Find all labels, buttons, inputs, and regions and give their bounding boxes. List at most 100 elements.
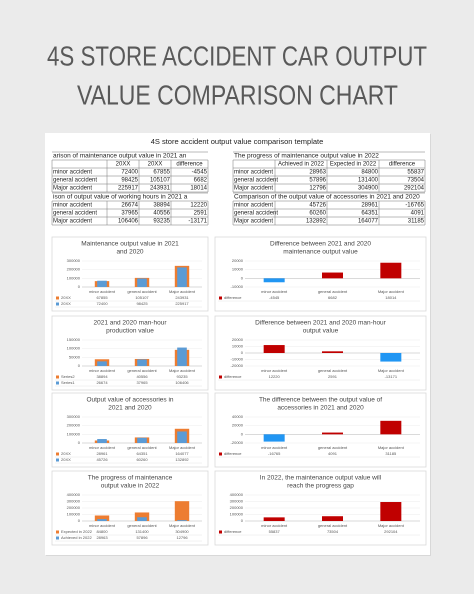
chart-title: Difference between 2021 and 2020 man-hou… (255, 320, 387, 327)
x-tick-label: general accident (127, 289, 157, 294)
data-table-value: 45726 (96, 457, 108, 462)
bar (380, 420, 402, 435)
table-cell: 243931 (150, 186, 171, 192)
legend-label: Series1 (61, 380, 75, 385)
table-cell: 225917 (118, 186, 139, 192)
y-tick-label: 300000 (67, 258, 81, 263)
x-tick-label: general accident (318, 368, 348, 373)
table-cell: 31185 (408, 219, 425, 225)
legend-label: Achieved in 2022 (61, 535, 92, 540)
legend-swatch (56, 375, 59, 379)
data-table-value: 57896 (136, 535, 148, 540)
bar (322, 272, 343, 279)
data-table-value: 28963 (96, 535, 108, 540)
legend-label: Series2 (61, 374, 75, 379)
table-cell: Major accident (234, 186, 273, 192)
y-tick-label: 300000 (67, 499, 81, 504)
table-cell: 164077 (358, 219, 379, 225)
x-tick-label: Major accident (378, 445, 405, 450)
chart-title: production value (106, 328, 154, 335)
y-tick-label: 0 (241, 431, 244, 436)
bar (94, 515, 110, 521)
y-tick-label: 100000 (230, 512, 244, 517)
x-tick-label: general accident (318, 445, 348, 450)
data-table-value: 84800 (96, 529, 108, 534)
legend-swatch (56, 458, 59, 462)
x-tick-label: Major accident (169, 289, 196, 294)
data-table-value: 105107 (135, 295, 149, 300)
legend-swatch (56, 381, 59, 385)
table-cell: minor accident (53, 170, 92, 176)
table-header: 20XX (116, 162, 131, 168)
data-table-value: 132892 (175, 457, 189, 462)
table-cell: general accident (234, 178, 278, 184)
table-cell: 131400 (358, 178, 379, 184)
data-table-value: 243931 (175, 295, 189, 300)
chart-title: Difference between 2021 and 2020 (270, 241, 371, 248)
table-cell: Major accident (53, 186, 92, 192)
data-table-value: 6682 (328, 295, 338, 300)
x-tick-label: Major accident (378, 289, 405, 294)
data-table-value: 60260 (136, 457, 148, 462)
x-tick-label: general accident (318, 289, 348, 294)
x-tick-label: minor accident (89, 445, 116, 450)
bar (97, 439, 107, 443)
bar (322, 516, 343, 521)
bar (97, 361, 107, 366)
data-table-value: 106406 (175, 380, 189, 385)
bar (263, 278, 285, 283)
data-table-value: 28961 (96, 451, 108, 456)
table-cell: 106406 (118, 219, 139, 225)
bar (380, 502, 402, 521)
data-table-value: 2591 (328, 374, 338, 379)
table-cell: 45726 (309, 203, 326, 209)
x-tick-label: Major accident (378, 368, 405, 373)
legend-label: difference (224, 529, 242, 534)
y-tick-label: 100000 (67, 431, 81, 436)
legend-swatch (56, 302, 59, 306)
table-cell: 132892 (306, 219, 327, 225)
legend-label: difference (224, 451, 242, 456)
y-tick-label: 300000 (67, 414, 81, 419)
data-table-value: 292104 (384, 529, 398, 534)
y-tick-label: 200000 (230, 505, 244, 510)
table-cell: 304900 (358, 186, 379, 192)
chart-title: and 2020 (116, 249, 143, 256)
legend-label: difference (224, 374, 242, 379)
bar (137, 359, 147, 366)
table-header: difference (389, 162, 416, 168)
y-tick-label: 200000 (67, 423, 81, 428)
bar (97, 519, 107, 521)
x-tick-label: minor accident (89, 289, 116, 294)
table-header: Achieved in 2022 (278, 162, 325, 168)
y-tick-label: 0 (241, 350, 244, 355)
y-tick-label: 20000 (232, 337, 244, 342)
chart-title: The difference between the output value … (259, 397, 382, 404)
data-table-value: 31185 (385, 451, 397, 456)
bar (263, 345, 285, 353)
table-cell: Major accident (234, 219, 273, 225)
table-cell: 292104 (404, 186, 425, 192)
x-tick-label: minor accident (261, 368, 288, 373)
table-cell: minor accident (234, 170, 273, 176)
bar (177, 431, 187, 443)
bar (137, 278, 147, 287)
legend-swatch (56, 296, 59, 300)
chart-title: Output value of accessories in (86, 397, 173, 404)
table-cell: -16765 (405, 203, 424, 209)
data-table-value: -13171 (385, 374, 398, 379)
chart-title: maintenance output value (283, 249, 358, 256)
table-title: The progress of maintenance output value… (234, 153, 379, 160)
table-title: arison of maintenance output value in 20… (53, 153, 187, 160)
table-cell: -13171 (188, 219, 207, 225)
y-tick-label: -10000 (231, 357, 244, 362)
data-table-value: 131400 (135, 529, 149, 534)
sheet-title: 4S store accident output value compariso… (151, 137, 324, 146)
data-table-value: 12796 (176, 535, 188, 540)
x-tick-label: minor accident (89, 523, 116, 528)
x-tick-label: general accident (318, 523, 348, 528)
data-table-value: 225917 (175, 301, 189, 306)
y-tick-label: 0 (78, 284, 81, 289)
legend-swatch (219, 296, 222, 300)
